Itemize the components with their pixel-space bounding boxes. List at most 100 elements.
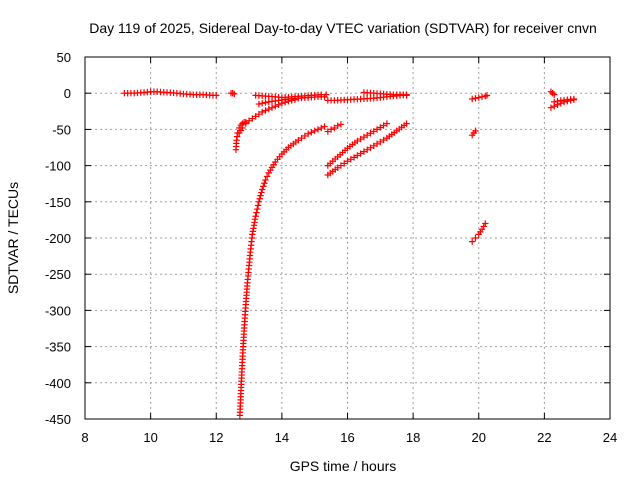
grid-lines [85,57,610,419]
data-point [318,124,325,132]
y-tick-label: -150 [45,195,71,210]
data-point [268,104,276,111]
data-point [255,198,263,205]
data-series [121,88,578,419]
data-point [213,92,220,99]
x-axis-ticks: 8 10 12 14 16 18 20 22 24 [81,57,617,445]
y-tick-label: -250 [45,267,71,282]
y-axis-label: SDTVAR / TECUs [5,182,21,294]
x-tick-label: 10 [143,430,157,445]
data-point [468,238,476,245]
data-point [551,91,558,98]
y-tick-label: -450 [45,412,71,427]
data-point [308,129,315,136]
series-seg-m [468,127,479,139]
data-point [265,105,272,113]
x-tick-label: 18 [406,430,420,445]
data-point [373,126,381,133]
data-point [403,92,410,99]
data-point [370,128,377,135]
data-point [261,180,268,187]
data-point [478,93,486,101]
y-tick-label: -400 [45,376,71,391]
data-point [252,213,259,220]
data-point [258,108,266,116]
data-point [295,137,302,144]
data-point [475,94,482,101]
data-point [472,127,479,135]
data-point [321,93,328,101]
data-point [334,164,341,171]
x-tick-label: 24 [603,430,617,445]
data-point [231,90,238,98]
data-point [263,173,271,180]
data-point [344,158,351,165]
data-point [341,160,348,167]
series-seg-l [324,120,410,179]
data-point [354,137,361,145]
data-point [257,192,264,199]
data-point [551,98,558,106]
x-tick-label: 22 [537,430,551,445]
data-point [256,195,263,202]
data-point [242,120,249,127]
data-point [360,133,368,141]
chart-title: Day 119 of 2025, Sidereal Day-to-day VTE… [89,20,597,36]
data-point [331,124,338,132]
data-point [367,144,374,151]
data-point [258,100,266,107]
x-tick-label: 14 [275,430,289,445]
series-seg-g [236,123,328,419]
series-seg-f [255,93,328,108]
data-point [363,146,371,153]
data-point [262,107,269,114]
data-point [347,156,354,163]
series-seg-o [468,92,491,103]
data-point [245,117,253,124]
x-axis-label: GPS time / hours [290,458,397,474]
data-point [337,121,345,128]
data-point [334,122,341,129]
data-point [258,186,266,193]
data-point [253,209,260,216]
data-point [482,220,489,227]
y-tick-label: 0 [64,86,71,101]
data-point [554,97,561,105]
data-point [373,140,381,148]
data-point [254,205,261,213]
data-point [262,99,269,106]
x-tick-label: 8 [81,430,88,445]
series-seg-b [227,90,238,98]
data-point [483,92,491,99]
data-point [380,122,387,129]
x-tick-label: 20 [472,430,486,445]
y-tick-label: -50 [52,122,71,137]
data-point [350,154,358,161]
data-point [357,150,364,157]
data-point [354,152,361,159]
data-point [314,126,322,133]
series-seg-h [324,121,345,135]
data-point [324,128,332,135]
series-seg-k [324,120,391,169]
data-point [255,100,263,108]
data-point [570,95,578,103]
data-point [377,138,384,146]
data-point [327,126,335,133]
series-seg-r [551,95,578,106]
data-point [400,91,407,98]
data-point [363,131,371,139]
data-point [383,120,391,127]
data-point [367,130,374,137]
series-seg-n [468,220,489,245]
series-seg-a [121,88,220,99]
data-point [337,162,345,169]
data-point [249,115,256,122]
y-axis-ticks: 50 0 -50 -100 -150 -200 -250 -300 -350 -400 -450 [45,50,610,427]
data-point [301,132,309,140]
x-tick-label: 16 [340,430,354,445]
data-point [252,113,259,120]
y-tick-label: -200 [45,231,71,246]
y-tick-label: -350 [45,340,71,355]
